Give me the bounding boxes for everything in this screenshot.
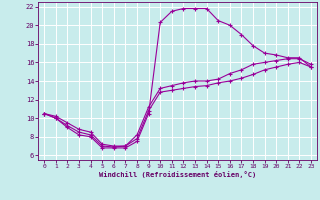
X-axis label: Windchill (Refroidissement éolien,°C): Windchill (Refroidissement éolien,°C) — [99, 171, 256, 178]
